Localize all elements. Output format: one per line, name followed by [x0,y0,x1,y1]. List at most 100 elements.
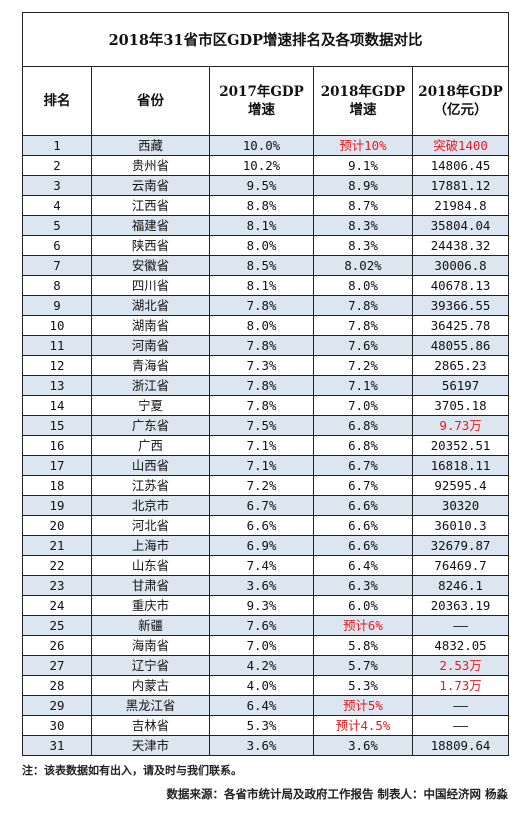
cell-province: 江苏省 [91,475,210,496]
cell-gdp2018-growth: 预计4.5% [313,715,413,736]
cell-gdp2018-growth: 6.7% [313,475,413,496]
cell-gdp2018-total: 1.73万 [411,675,510,696]
cell-rank: 20 [22,515,92,536]
cell-gdp2018-total: 18809.64 [411,735,510,756]
table-row: 6 陕西省 8.0% 8.3% 24438.32 [22,235,510,256]
cell-gdp2017-growth: 3.6% [209,735,314,756]
cell-gdp2017-growth: 4.0% [209,675,314,696]
header-gdp2017-line1: 2017年GDP [219,84,304,100]
cell-province: 新疆 [91,615,210,636]
table-row: 29 黑龙江省 6.4% 预计5% —— [22,695,510,716]
cell-province: 海南省 [91,635,210,656]
cell-rank: 28 [22,675,92,696]
cell-gdp2018-total: 32679.87 [411,535,510,556]
table-row: 9 湖北省 7.8% 7.8% 39366.55 [22,295,510,316]
cell-gdp2017-growth: 9.3% [209,595,314,616]
cell-rank: 4 [22,195,92,216]
cell-gdp2018-total: 8246.1 [411,575,510,596]
table-row: 11 河南省 7.8% 7.6% 48055.86 [22,335,510,356]
cell-gdp2018-total: 30320 [411,495,510,516]
cell-gdp2017-growth: 7.8% [209,375,314,396]
cell-gdp2018-growth: 预计10% [313,135,413,156]
cell-gdp2018-total: 2.53万 [411,655,510,676]
cell-gdp2018-growth: 7.6% [313,335,413,356]
cell-rank: 11 [22,335,92,356]
cell-gdp2018-total: 20352.51 [411,435,510,456]
cell-gdp2018-total: 9.73万 [411,415,510,436]
table-row: 22 山东省 7.4% 6.4% 76469.7 [22,555,510,576]
cell-province: 甘肃省 [91,575,210,596]
header-gdp2018-line1: 2018年GDP [320,84,406,100]
cell-rank: 29 [22,695,92,716]
cell-gdp2018-growth: 6.3% [313,575,413,596]
cell-province: 江西省 [91,195,210,216]
cell-province: 湖南省 [91,315,210,336]
cell-gdp2017-growth: 3.6% [209,575,314,596]
cell-gdp2017-growth: 6.9% [209,535,314,556]
table-row: 12 青海省 7.3% 7.2% 2865.23 [22,355,510,376]
cell-rank: 27 [22,655,92,676]
cell-gdp2017-growth: 8.0% [209,235,314,256]
cell-province: 天津市 [91,735,210,756]
table-row: 23 甘肃省 3.6% 6.3% 8246.1 [22,575,510,596]
cell-gdp2018-growth: 8.3% [313,215,413,236]
cell-rank: 1 [22,135,92,156]
cell-gdp2017-growth: 8.0% [209,315,314,336]
cell-gdp2018-total: 3705.18 [411,395,510,416]
cell-gdp2018-growth: 7.2% [313,355,413,376]
header-total-line2: （亿元） [433,102,488,118]
cell-gdp2018-total: 76469.7 [411,555,510,576]
cell-gdp2018-total: 39366.55 [411,295,510,316]
header-gdp2018-total: 2018年GDP （亿元） [411,66,510,136]
cell-gdp2018-total: 92595.4 [411,475,510,496]
cell-gdp2017-growth: 10.0% [209,135,314,156]
cell-gdp2018-growth: 5.8% [313,635,413,656]
cell-rank: 24 [22,595,92,616]
cell-gdp2018-growth: 6.8% [313,435,413,456]
gdp-table-container: 2018年31省市区GDP增速排名及各项数据对比 排名 省份 2017年GDP … [21,12,510,756]
cell-province: 湖北省 [91,295,210,316]
cell-gdp2018-total: 35804.04 [411,215,510,236]
cell-gdp2018-growth: 预计6% [313,615,413,636]
cell-gdp2017-growth: 7.8% [209,295,314,316]
cell-gdp2017-growth: 7.2% [209,475,314,496]
cell-gdp2018-total: —— [411,615,510,636]
header-province: 省份 [91,66,210,136]
table-row: 7 安徽省 8.5% 8.02% 30006.8 [22,255,510,276]
cell-gdp2017-growth: 10.2% [209,155,314,176]
cell-gdp2017-growth: 8.5% [209,255,314,276]
cell-province: 河北省 [91,515,210,536]
table-title: 2018年31省市区GDP增速排名及各项数据对比 [21,12,510,67]
cell-rank: 19 [22,495,92,516]
cell-gdp2018-total: 36010.3 [411,515,510,536]
cell-gdp2018-growth: 6.0% [313,595,413,616]
cell-rank: 2 [22,155,92,176]
table-row: 27 辽宁省 4.2% 5.7% 2.53万 [22,655,510,676]
table-row: 30 吉林省 5.3% 预计4.5% —— [22,715,510,736]
header-gdp2017-growth: 2017年GDP 增速 [209,66,314,136]
cell-gdp2018-growth: 8.7% [313,195,413,216]
table-row: 10 湖南省 8.0% 7.8% 36425.78 [22,315,510,336]
cell-rank: 10 [22,315,92,336]
cell-rank: 3 [22,175,92,196]
cell-rank: 25 [22,615,92,636]
header-total-line1: 2018年GDP [418,84,503,100]
cell-gdp2017-growth: 7.1% [209,455,314,476]
cell-province: 河南省 [91,335,210,356]
cell-gdp2017-growth: 8.1% [209,275,314,296]
table-row: 14 宁夏 7.8% 7.0% 3705.18 [22,395,510,416]
cell-gdp2018-growth: 5.3% [313,675,413,696]
cell-rank: 13 [22,375,92,396]
cell-gdp2018-growth: 6.8% [313,415,413,436]
cell-province: 青海省 [91,355,210,376]
cell-gdp2017-growth: 7.5% [209,415,314,436]
cell-province: 山东省 [91,555,210,576]
table-row: 8 四川省 8.1% 8.0% 40678.13 [22,275,510,296]
cell-gdp2017-growth: 7.0% [209,635,314,656]
cell-province: 黑龙江省 [91,695,210,716]
cell-gdp2018-total: 24438.32 [411,235,510,256]
cell-gdp2017-growth: 6.7% [209,495,314,516]
table-row: 17 山西省 7.1% 6.7% 16818.11 [22,455,510,476]
table-row: 13 浙江省 7.8% 7.1% 56197 [22,375,510,396]
table-row: 16 广西 7.1% 6.8% 20352.51 [22,435,510,456]
